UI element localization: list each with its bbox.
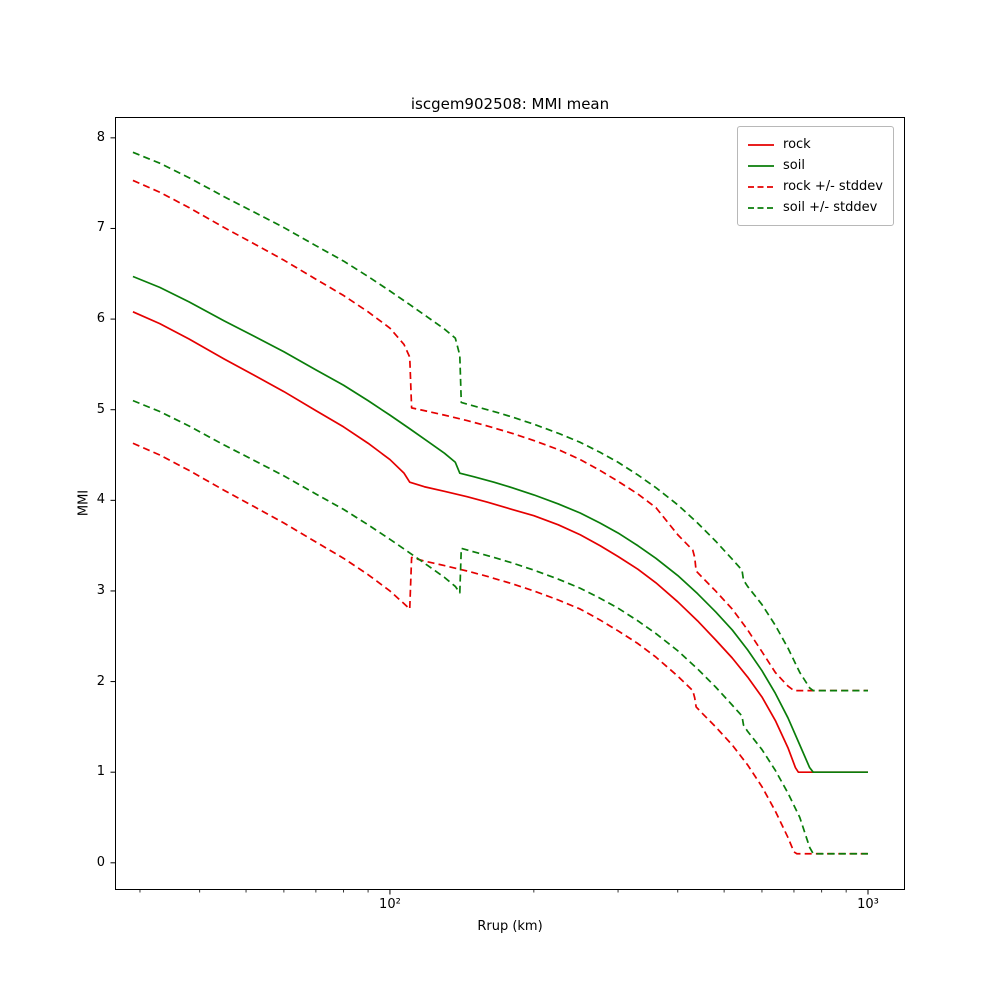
x-tick-label: 10² xyxy=(379,897,401,912)
plot-area xyxy=(110,117,905,895)
legend-entry: rock xyxy=(747,134,883,155)
axes-frame xyxy=(115,117,905,890)
series-line-rock-mean-stddev xyxy=(132,442,869,855)
series-line-soil-mean xyxy=(132,275,869,774)
y-tick-label: 7 xyxy=(96,220,105,236)
y-tick-label: 5 xyxy=(96,401,105,417)
series-line-rock-mean xyxy=(132,311,869,774)
legend-label: rock +/- stddev xyxy=(783,179,883,194)
plot-canvas xyxy=(110,117,905,895)
legend: rock soil rock +/- stddev soil +/- stddev xyxy=(737,126,894,226)
y-tick-label: 0 xyxy=(96,854,105,870)
y-tick-label: 8 xyxy=(96,129,105,145)
y-tick-label: 3 xyxy=(96,582,105,598)
legend-entry: soil xyxy=(747,155,883,176)
series-line-soil-mean-stddev xyxy=(132,151,869,692)
legend-label: soil xyxy=(783,158,805,173)
legend-label: soil +/- stddev xyxy=(783,200,878,215)
legend-line-sample xyxy=(748,185,775,188)
y-tick-label: 6 xyxy=(96,311,105,327)
y-tick-label: 4 xyxy=(96,492,105,508)
legend-entry: soil +/- stddev xyxy=(747,197,883,218)
legend-label: rock xyxy=(783,137,811,152)
x-tick-label: 10³ xyxy=(857,897,879,912)
chart-title: iscgem902508: MMI mean xyxy=(410,95,610,113)
legend-entry: rock +/- stddev xyxy=(747,176,883,197)
y-tick-label: 1 xyxy=(96,764,105,780)
x-axis-label: Rrup (km) xyxy=(477,919,543,934)
series-line-rock-mean-stddev xyxy=(132,179,869,692)
legend-line-sample xyxy=(748,143,775,146)
series-line-soil-mean-stddev xyxy=(132,399,869,855)
y-tick-label: 2 xyxy=(96,673,105,689)
legend-line-sample xyxy=(748,206,775,209)
legend-line-sample xyxy=(748,164,775,167)
